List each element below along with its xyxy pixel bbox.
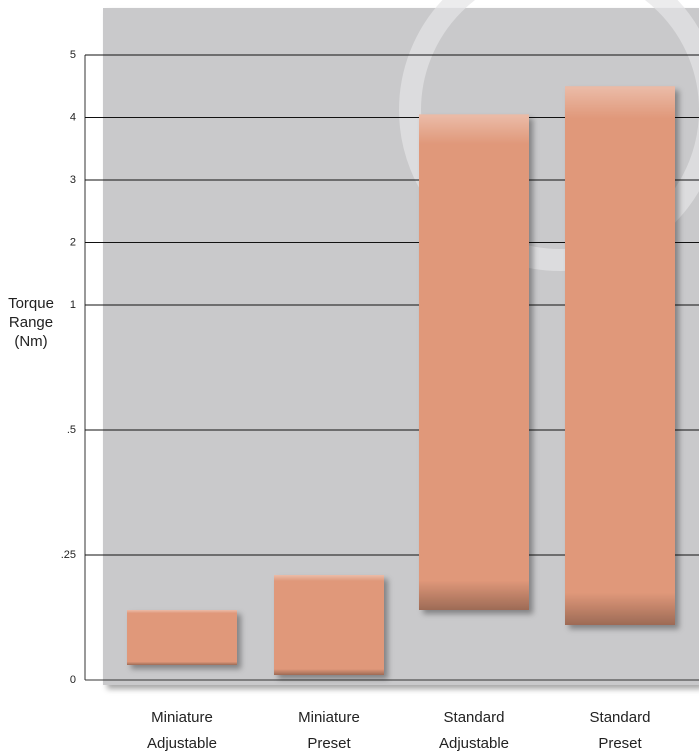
y-tick-label: 4 <box>70 111 76 123</box>
bar-shade <box>127 610 237 665</box>
y-tick-label: .25 <box>61 549 76 561</box>
y-tick-label: 0 <box>70 674 76 686</box>
y-tick-label: .5 <box>67 424 76 436</box>
x-tick-label: Standard <box>444 709 505 726</box>
y-axis-label: Torque <box>8 295 54 312</box>
bar-shade <box>565 86 675 625</box>
x-tick-label: Adjustable <box>439 735 509 752</box>
bar-shade <box>274 575 384 675</box>
y-tick-label: 3 <box>70 174 76 186</box>
x-tick-label: Miniature <box>298 709 360 726</box>
y-tick-label: 1 <box>70 299 76 311</box>
x-tick-label: Standard <box>590 709 651 726</box>
y-axis-label: (Nm) <box>14 333 47 350</box>
y-tick-label: 5 <box>70 49 76 61</box>
bar-shade <box>419 114 529 610</box>
x-tick-label: Adjustable <box>147 735 217 752</box>
y-tick-label: 2 <box>70 236 76 248</box>
x-tick-label: Preset <box>598 735 642 752</box>
y-axis-label: Range <box>9 314 53 331</box>
watermark <box>399 0 699 271</box>
x-tick-label: Miniature <box>151 709 213 726</box>
x-tick-label: Preset <box>307 735 351 752</box>
